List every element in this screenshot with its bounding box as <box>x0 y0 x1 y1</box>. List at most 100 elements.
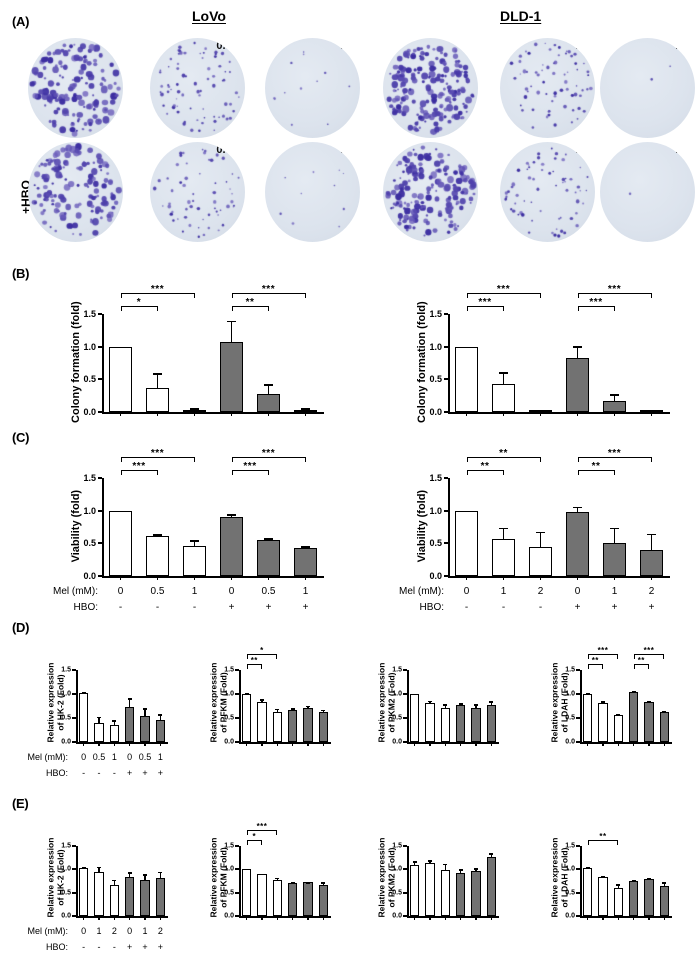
hbo-row-label: HBO: <box>419 602 444 613</box>
error-bar <box>98 716 100 724</box>
y-tick-label: 0.5 <box>83 374 96 385</box>
mel-dose-value: 0 <box>127 926 133 936</box>
bar <box>603 542 626 576</box>
colony-dish: 0 <box>383 142 478 242</box>
x-tick <box>475 916 477 920</box>
bar <box>409 694 420 742</box>
error-bar-cap <box>96 866 102 869</box>
x-axis <box>407 742 499 744</box>
error-bar-cap <box>631 690 636 693</box>
error-bar-cap <box>305 881 311 884</box>
y-axis-label-line2: of PFKM (Fold) <box>218 672 228 733</box>
hbo-value: - <box>112 942 116 952</box>
error-bar <box>193 540 196 546</box>
y-tick-label: 0.0 <box>61 738 71 746</box>
colony-dish: 2 <box>600 142 695 242</box>
hbo-value: - <box>82 768 86 778</box>
x-tick <box>98 916 100 920</box>
bar <box>140 715 150 742</box>
y-tick <box>576 717 580 719</box>
x-tick <box>98 742 100 746</box>
significance-bracket: ** <box>246 656 262 669</box>
colony-dish-image <box>150 38 245 138</box>
x-tick <box>617 916 620 920</box>
x-axis <box>448 576 670 578</box>
y-tick <box>98 345 102 348</box>
x-tick <box>444 916 447 920</box>
x-tick <box>82 742 85 746</box>
y-tick-label: 0.0 <box>392 738 402 746</box>
error-bar-cap <box>189 540 200 542</box>
x-axis <box>580 742 672 744</box>
error-bar <box>413 861 416 866</box>
error-bar-cap <box>275 708 280 711</box>
bar <box>455 872 466 916</box>
error-bar-cap <box>609 394 620 396</box>
bar <box>140 880 150 916</box>
significance-bracket: * <box>246 832 262 845</box>
panel-d-letter: (D) <box>12 620 30 635</box>
bar <box>257 874 267 916</box>
significance-bracket: *** <box>577 297 615 311</box>
chart-d-pfkm: 0.0 0.5 1.0 1.5 ** * Relative expression of PFK… <box>205 646 335 746</box>
y-tick <box>444 477 448 479</box>
bar <box>155 720 166 742</box>
x-tick <box>304 412 307 416</box>
mel-dose-value: 0 <box>81 752 87 762</box>
panel-c-letter: (C) <box>12 430 30 445</box>
dish-dose-label: 0 <box>458 40 465 52</box>
bar <box>582 868 593 916</box>
significance-bracket: ** <box>587 832 619 845</box>
plot-area: 0.0 0.5 1.0 1.5 <box>61 843 168 920</box>
error-bar-cap <box>473 868 479 870</box>
error-bar <box>576 506 579 512</box>
y-tick <box>403 669 407 671</box>
significance-bracket: * <box>120 297 158 311</box>
error-bar-cap <box>572 506 583 509</box>
significance-stars: *** <box>597 646 609 655</box>
y-tick <box>403 741 407 743</box>
bar <box>220 516 243 576</box>
mel-dose-value: 1 <box>500 586 507 597</box>
y-tick-label: 1.5 <box>392 666 402 674</box>
error-bar-cap <box>458 869 463 871</box>
error-bar-cap <box>585 693 590 695</box>
error-bar-cap <box>127 698 132 700</box>
x-tick <box>602 742 604 746</box>
x-tick <box>307 742 309 746</box>
x-tick <box>539 412 542 416</box>
x-tick <box>144 742 146 746</box>
y-tick <box>403 915 407 917</box>
mel-dose-value: 0.5 <box>150 586 165 597</box>
error-bar-cap <box>427 700 433 703</box>
y-axis-label-line2: of HK-2 (Fold) <box>55 849 65 906</box>
x-tick <box>586 916 589 920</box>
dish-dose-label: 1 <box>340 144 347 156</box>
y-tick-label: 1.0 <box>429 341 442 352</box>
x-tick <box>322 916 325 920</box>
mel-dose-value: 0.5 <box>92 752 106 762</box>
bar <box>529 410 552 412</box>
error-bar <box>502 527 505 539</box>
y-tick-label: 1.5 <box>392 842 402 850</box>
y-axis <box>102 314 104 412</box>
y-axis-label: Viability (fold) <box>69 489 82 563</box>
error-bar-cap <box>81 867 86 870</box>
colony-dish-image <box>383 142 478 242</box>
x-tick <box>413 742 416 746</box>
hbo-value: + <box>265 602 272 613</box>
plot-area: 0.0 0.5 1.0 1.5 <box>392 667 499 746</box>
error-bar <box>230 320 233 343</box>
bar <box>486 857 497 916</box>
x-axis <box>76 742 168 744</box>
error-bar-cap <box>646 701 652 703</box>
bar <box>603 400 626 412</box>
bar <box>613 714 624 742</box>
bar <box>425 863 435 916</box>
y-tick <box>403 845 407 847</box>
y-tick-label: 0.0 <box>429 571 442 581</box>
mel-dose-value: 1 <box>191 586 198 597</box>
error-bar-cap <box>81 692 86 694</box>
chart-c-lovo-viability: 0.0 0.5 1.0 1.5 *** *** *** *** Viability (fold) <box>60 448 328 581</box>
x-tick <box>307 916 309 920</box>
